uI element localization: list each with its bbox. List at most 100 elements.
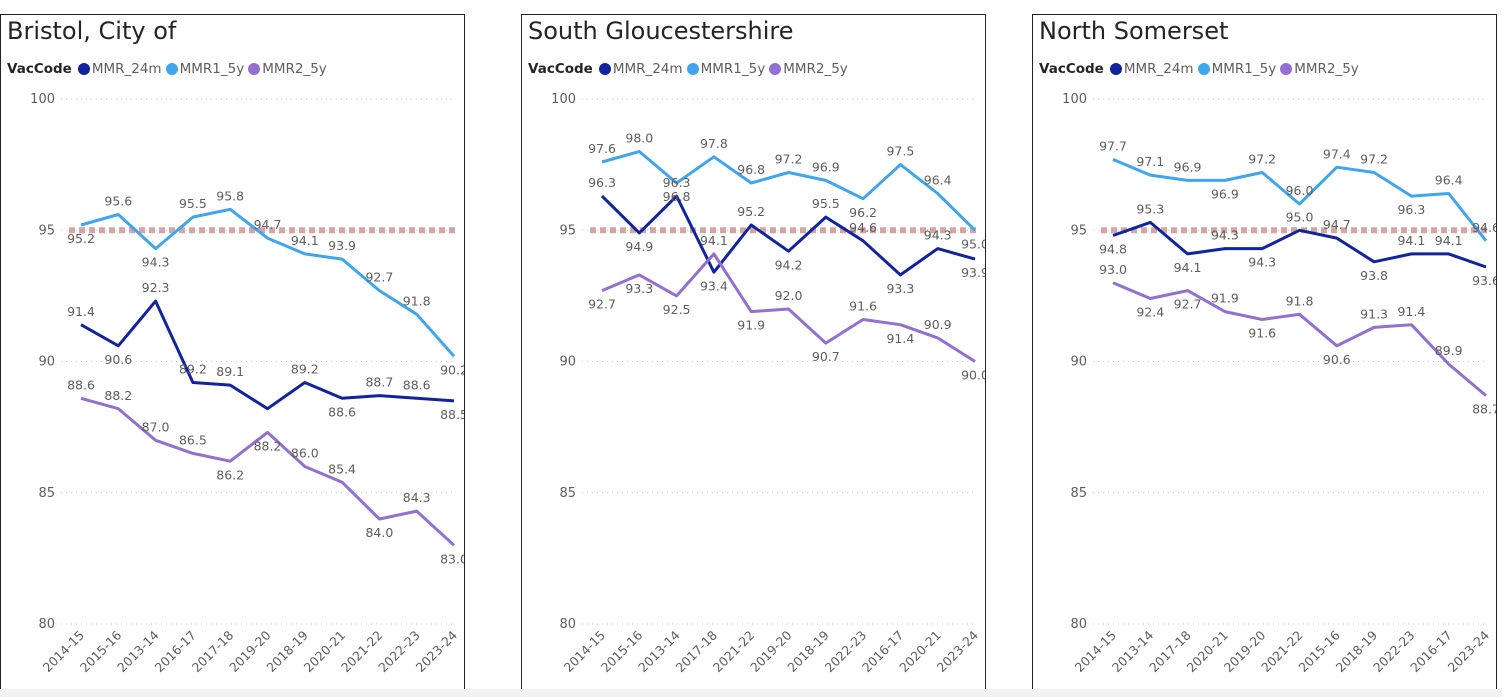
line-chart-plot: 80 85 90 95 100 96.3 94.9 96.3 93.4 95.2 94.2 95.5 9… xyxy=(551,92,986,675)
data-label: 97.7 xyxy=(1099,138,1127,153)
data-label: 91.9 xyxy=(1211,291,1239,306)
data-label: 93.9 xyxy=(328,238,356,253)
legend-dot-icon xyxy=(77,63,90,75)
legend-item-mmr1-5y[interactable]: MMR1_5y xyxy=(165,61,244,77)
data-label: 94.1 xyxy=(700,233,728,248)
legend-item-mmr2-5y[interactable]: MMR2_5y xyxy=(248,61,327,77)
x-tick-label: 2023-24 xyxy=(1445,627,1493,675)
legend-title: VacCode xyxy=(7,61,72,77)
legend-item-mmr2-5y[interactable]: MMR2_5y xyxy=(769,61,848,77)
data-label: 95.3 xyxy=(1136,201,1164,216)
data-label: 97.1 xyxy=(1136,154,1164,169)
y-tick-label: 85 xyxy=(559,486,576,501)
legend-item-mmr1-5y[interactable]: MMR1_5y xyxy=(1197,61,1276,77)
data-label: 88.6 xyxy=(403,377,431,392)
data-label: 93.3 xyxy=(886,281,914,296)
data-label: 88.7 xyxy=(365,375,393,390)
data-label: 93.8 xyxy=(1360,268,1388,283)
legend: VacCode MMR_24m MMR1_5y MMR2_5y xyxy=(1039,61,1363,77)
chart-panel-south-gloucestershire: South Gloucestershire VacCode MMR_24m MM… xyxy=(521,14,986,697)
data-label: 89.2 xyxy=(179,362,207,377)
data-label: 86.5 xyxy=(179,432,207,447)
data-label: 95.2 xyxy=(737,204,765,219)
legend-item-mmr-24m[interactable]: MMR_24m xyxy=(1109,61,1194,77)
data-label: 94.6 xyxy=(1472,220,1497,235)
y-tick-label: 100 xyxy=(30,92,55,107)
data-label: 90.6 xyxy=(1323,352,1351,367)
y-tick-label: 95 xyxy=(559,223,576,238)
series-line-mmr-24m[interactable] xyxy=(600,194,976,277)
data-label: 84.3 xyxy=(403,490,431,505)
data-label: 95.0 xyxy=(961,236,986,251)
series-line-mmr1-5y[interactable] xyxy=(1112,158,1488,242)
series-line-mmr1-5y[interactable] xyxy=(80,207,456,358)
legend-dot-icon xyxy=(1109,63,1122,75)
legend-item-mmr1-5y[interactable]: MMR1_5y xyxy=(686,61,765,77)
data-label: 95.6 xyxy=(104,194,132,209)
series-line-mmr2-5y[interactable] xyxy=(601,252,976,363)
data-label: 89.1 xyxy=(216,364,244,379)
data-label: 88.5 xyxy=(440,407,465,422)
legend-label: MMR_24m xyxy=(91,61,162,77)
data-label: 92.4 xyxy=(1136,305,1164,320)
chart-title: South Gloucestershire xyxy=(528,17,794,45)
data-label: 85.4 xyxy=(328,461,356,476)
data-label: 95.5 xyxy=(179,196,207,211)
data-label: 90.9 xyxy=(924,317,952,332)
chart-panel-bristol: Bristol, City of VacCode MMR_24m MMR1_5y… xyxy=(0,14,465,697)
data-label: 94.3 xyxy=(1211,228,1239,243)
series-line-mmr-24m[interactable] xyxy=(1112,220,1487,269)
data-label: 96.8 xyxy=(663,189,691,204)
data-label: 92.7 xyxy=(1174,297,1202,312)
legend-dot-icon xyxy=(248,63,261,75)
y-tick-label: 100 xyxy=(551,92,576,107)
data-label: 90.6 xyxy=(104,352,132,367)
data-label: 90.7 xyxy=(812,349,840,364)
legend-item-mmr-24m[interactable]: MMR_24m xyxy=(598,61,683,77)
data-label: 95.2 xyxy=(67,231,95,246)
series-line-mmr2-5y[interactable] xyxy=(80,396,456,547)
series-line-mmr-24m[interactable] xyxy=(80,299,455,411)
data-label: 96.0 xyxy=(1286,183,1314,198)
legend-label: MMR2_5y xyxy=(262,61,327,77)
x-tick-label: 2023-24 xyxy=(413,627,461,675)
y-tick-label: 90 xyxy=(1070,355,1087,370)
data-label: 88.7 xyxy=(1472,402,1497,417)
data-label: 92.3 xyxy=(142,280,170,295)
data-label: 90.2 xyxy=(440,362,465,377)
y-tick-label: 85 xyxy=(1070,486,1087,501)
legend-title: VacCode xyxy=(1039,61,1104,77)
data-label: 94.8 xyxy=(1099,242,1127,257)
series-line-mmr1-5y[interactable] xyxy=(601,150,977,232)
data-label: 89.9 xyxy=(1435,343,1463,358)
data-label: 97.8 xyxy=(700,136,728,151)
data-label: 96.9 xyxy=(812,159,840,174)
data-label: 92.7 xyxy=(588,297,616,312)
data-label: 93.9 xyxy=(961,265,986,280)
legend-dot-icon xyxy=(165,63,178,75)
line-chart-plot: 80 85 90 95 100 94.8 95.3 94.1 94.3 94.3 95.0 94.7 9… xyxy=(1062,92,1497,675)
data-label: 94.3 xyxy=(1248,255,1276,270)
data-label: 90.0 xyxy=(961,368,986,383)
data-label: 87.0 xyxy=(142,419,170,434)
legend-item-mmr-24m[interactable]: MMR_24m xyxy=(77,61,162,77)
data-label: 92.5 xyxy=(663,302,691,317)
y-tick-label: 95 xyxy=(38,223,55,238)
data-label: 94.7 xyxy=(254,217,282,232)
data-label: 96.9 xyxy=(1211,186,1239,201)
data-label: 96.9 xyxy=(1174,159,1202,174)
data-label: 96.8 xyxy=(737,162,765,177)
data-label: 94.2 xyxy=(775,257,803,272)
data-label: 83.0 xyxy=(440,551,465,566)
data-label: 97.5 xyxy=(886,144,914,159)
data-label: 93.4 xyxy=(700,278,728,293)
data-label: 93.6 xyxy=(1472,273,1497,288)
series-line-mmr2-5y[interactable] xyxy=(1112,281,1487,397)
data-label: 91.4 xyxy=(67,304,95,319)
legend-item-mmr2-5y[interactable]: MMR2_5y xyxy=(1280,61,1359,77)
legend-title: VacCode xyxy=(528,61,593,77)
data-label: 93.3 xyxy=(625,281,653,296)
data-label: 95.0 xyxy=(1286,209,1314,224)
chart-title: Bristol, City of xyxy=(7,17,177,45)
data-label: 96.4 xyxy=(1435,173,1463,188)
